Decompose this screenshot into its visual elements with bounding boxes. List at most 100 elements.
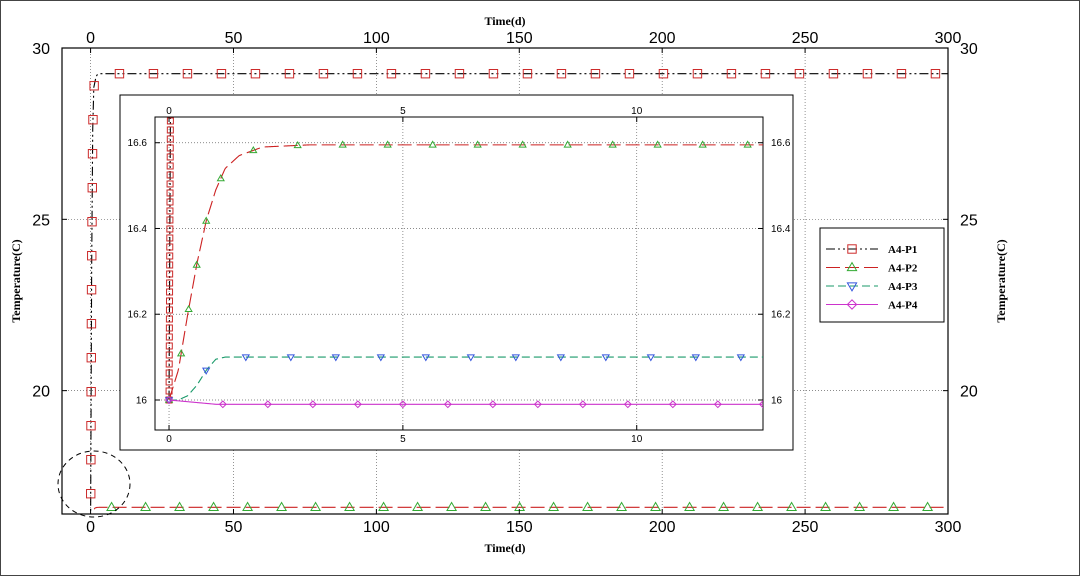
main-point-A4-P2 (242, 501, 254, 511)
main-point-A4-P1 (87, 183, 97, 193)
main-point-A4-P2 (344, 501, 356, 511)
main-point-A4-P2 (854, 501, 866, 511)
main-point-A4-P1 (352, 68, 363, 79)
inset-point-A4-P4 (623, 400, 632, 409)
main-point-A4-P4 (265, 523, 274, 532)
main-point-A4-P2 (752, 501, 764, 511)
inset-chart: 0 0 5 5 10 10 16 16 16.2 16.2 16.4 16.4 16.6 16.6 (119, 46, 794, 451)
main-point-A4-P3 (294, 521, 303, 529)
main-bottom-x-tick-label: 300 (935, 519, 962, 536)
inset-point-A4-P1 (166, 171, 174, 179)
main-point-A4-P1 (88, 115, 98, 125)
main-point-A4-P3 (838, 521, 847, 529)
main-point-A4-P4 (639, 523, 648, 532)
legend-marker-A4-P3 (846, 282, 858, 292)
legend-marker-A4-P2 (846, 261, 858, 272)
main-point-A4-P1 (624, 68, 635, 79)
inset-point-A4-P4 (165, 395, 174, 404)
inset-point-A4-P4 (758, 400, 763, 409)
main-top-x-tick-label: 250 (792, 30, 819, 47)
legend-label-A4-P3: A4-P3 (888, 281, 918, 293)
inset-plot-border (154, 116, 764, 431)
main-bottom-x-tick-label: 50 (225, 519, 243, 536)
main-point-A4-P1 (216, 68, 227, 79)
main-point-A4-P1 (86, 421, 96, 431)
main-point-A4-P2 (820, 501, 832, 511)
main-point-A4-P3 (736, 521, 745, 529)
inset-point-A4-P3 (511, 354, 520, 362)
main-series-A4-P2 (92, 501, 948, 514)
inset-left-y-tick-label: 16.2 (128, 310, 148, 321)
legend-box (819, 227, 945, 323)
inset-point-A4-P3 (646, 354, 655, 362)
main-point-A4-P3 (124, 521, 133, 529)
top-x-axis-title: Time(d) (484, 14, 525, 28)
main-point-A4-P4 (197, 523, 206, 532)
main-top-x-tick-label: 150 (506, 30, 533, 47)
main-point-A4-P1 (692, 68, 703, 79)
inset-point-A4-P1 (166, 288, 174, 296)
main-top-x-tick-label: 200 (649, 30, 676, 47)
inset-point-A4-P2 (653, 140, 662, 148)
inset-point-A4-P3 (241, 354, 250, 362)
legend-label-A4-P1: A4-P1 (888, 244, 917, 256)
main-point-A4-P1 (284, 68, 295, 79)
legend-marker-A4-P1 (847, 244, 857, 254)
inset-point-A4-P1 (166, 234, 174, 242)
main-left-y-tick-label: 25 (32, 212, 50, 229)
main-point-A4-P2 (310, 501, 322, 511)
main-point-A4-P1 (89, 81, 99, 91)
main-point-A4-P1 (86, 319, 97, 329)
main-point-A4-P3 (770, 521, 779, 529)
inset-right-y-tick-label: 16.6 (771, 138, 791, 149)
legend-label-A4-P2: A4-P2 (888, 263, 918, 275)
inset-series-line-A4-P4 (168, 399, 763, 405)
inset-point-A4-P1 (168, 46, 174, 52)
main-point-A4-P2 (718, 501, 730, 511)
inset-grid (155, 117, 763, 430)
inset-point-A4-P1 (165, 333, 173, 341)
main-top-x-tick-label: 0 (86, 30, 95, 47)
inset-point-A4-P1 (166, 207, 174, 215)
main-point-A4-P3 (430, 521, 439, 529)
legend-label-A4-P4: A4-P4 (888, 300, 918, 312)
main-point-A4-P1 (86, 285, 97, 295)
legend: A4-P1 A4-P2 A4-P3 A4-P4 (819, 227, 945, 323)
main-right-y-tick-label: 25 (960, 212, 978, 229)
inset-point-A4-P1 (165, 351, 173, 359)
inset-point-A4-P2 (249, 145, 258, 154)
inset-bottom-x-tick-label: 0 (166, 434, 172, 445)
inset-point-A4-P3 (286, 354, 295, 362)
inset-point-A4-P1 (165, 369, 173, 377)
main-point-A4-P1 (760, 68, 771, 79)
main-point-A4-P1 (318, 68, 329, 79)
main-point-A4-P3 (396, 521, 405, 529)
main-point-A4-P4 (537, 523, 546, 532)
inset-point-A4-P3 (331, 354, 340, 362)
inset-point-A4-P1 (166, 117, 174, 125)
inset-point-A4-P2 (202, 216, 211, 224)
main-point-A4-P4 (333, 523, 342, 532)
inset-point-A4-P1 (165, 306, 173, 314)
main-point-A4-P1 (86, 489, 96, 499)
main-point-A4-P2 (276, 501, 288, 511)
main-top-x-tick-label: 50 (225, 30, 243, 47)
main-point-A4-P1 (148, 68, 159, 79)
inset-left-y-tick-label: 16.6 (128, 138, 148, 149)
main-point-A4-P2 (174, 501, 186, 511)
inset-point-A4-P2 (216, 174, 225, 182)
main-point-A4-P4 (707, 523, 716, 532)
main-series-A4-P1 (86, 68, 948, 514)
inset-point-A4-P1 (166, 153, 174, 161)
main-point-A4-P1 (454, 68, 465, 79)
main-point-A4-P1 (930, 68, 941, 79)
main-point-A4-P4 (911, 523, 920, 532)
main-plot-border (61, 47, 949, 515)
inset-bottom-x-tick-label: 5 (400, 434, 406, 445)
main-point-A4-P3 (158, 521, 167, 529)
main-point-A4-P1 (862, 68, 873, 79)
inset-point-A4-P1 (168, 64, 174, 70)
main-point-A4-P1 (556, 68, 567, 79)
inset-point-A4-P2 (608, 140, 617, 148)
